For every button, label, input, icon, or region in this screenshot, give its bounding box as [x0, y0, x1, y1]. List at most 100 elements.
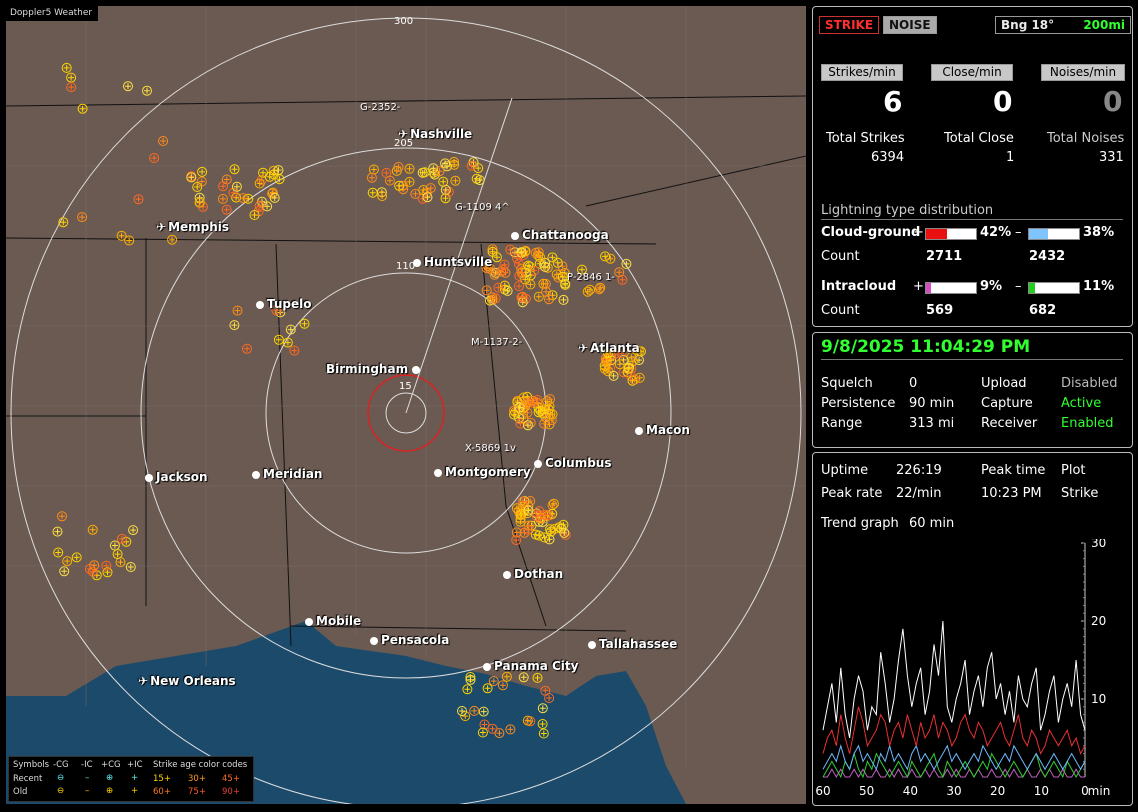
capture-label: Capture	[981, 396, 1033, 411]
strike-marker-cross	[519, 293, 526, 300]
strike-marker	[479, 719, 490, 730]
strike-marker	[419, 167, 430, 178]
strike-marker	[469, 705, 480, 716]
cg-positive-sign: +	[913, 225, 924, 240]
strike-marker-cross	[63, 64, 70, 71]
strike-marker	[499, 284, 510, 295]
strike-marker	[366, 172, 377, 183]
close-per-min-button[interactable]: Close/min	[931, 64, 1013, 81]
strike-marker	[229, 320, 240, 331]
strike-marker-cross	[543, 288, 550, 295]
city-panama-city: Panama City	[483, 659, 578, 673]
strike-marker-cross	[587, 286, 593, 293]
state-borders	[6, 95, 806, 647]
city-nashville: ✈ Nashville	[398, 127, 473, 141]
strikes-per-min-button[interactable]: Strikes/min	[821, 64, 903, 81]
age-15: 15+	[153, 774, 171, 784]
strike-marker	[541, 286, 552, 297]
strike-marker	[621, 258, 632, 269]
ic-negative-count: 682	[1029, 303, 1057, 318]
strike-marker-cross	[160, 138, 167, 144]
ic-positive-bar	[925, 282, 977, 294]
strike-marker	[482, 261, 493, 272]
strike-marker-cross	[275, 336, 282, 343]
lightning-map[interactable]: Doppler5 Weather 300 205 110 15 ✈ Nashvil…	[6, 6, 806, 804]
strike-marker	[547, 508, 558, 519]
strike-marker	[531, 397, 542, 408]
storm-tag[interactable]: P-2846 1-	[567, 272, 616, 283]
storm-tag[interactable]: G-2352-	[360, 102, 401, 113]
strike-marker	[515, 418, 526, 429]
strike-marker-cross	[369, 189, 376, 196]
strike-marker	[273, 334, 284, 345]
strike-marker	[595, 282, 606, 293]
city-chattanooga: Chattanooga	[511, 228, 609, 242]
strike-marker-cross	[471, 707, 478, 714]
strike-marker	[89, 560, 100, 571]
strike-marker	[142, 85, 152, 96]
strike-marker	[218, 181, 229, 192]
y-tick-label: 10	[1091, 692, 1106, 706]
noise-mode-button[interactable]: NOISE	[883, 16, 937, 34]
strike-marker-cross	[542, 687, 549, 694]
strike-marker-cross	[406, 165, 413, 172]
x-tick-label: 30	[946, 784, 961, 798]
plot-value[interactable]: Strike	[1061, 486, 1099, 501]
strike-marker-cross	[451, 161, 458, 168]
strike-marker	[629, 374, 640, 385]
city-columbus: Columbus	[534, 456, 612, 470]
strike-marker	[519, 527, 530, 538]
strike-marker	[539, 418, 550, 429]
strike-marker-cross	[513, 505, 520, 512]
capture-value: Active	[1061, 396, 1102, 411]
strike-marker	[538, 728, 549, 739]
bearing-value: Bng 18°	[1001, 18, 1055, 32]
strike-marker-cross	[542, 263, 549, 270]
strike-marker-cross	[618, 350, 625, 357]
strike-marker-cross	[541, 420, 548, 427]
total-close-value: 1	[1006, 150, 1015, 165]
storm-tag[interactable]: M-1137-2-	[471, 337, 523, 348]
strike-marker	[434, 166, 445, 177]
strike-marker	[440, 193, 451, 204]
strike-marker	[66, 82, 77, 93]
noises-per-min-value: 0	[1103, 85, 1123, 118]
legend-recent-label: Recent	[13, 774, 43, 784]
strike-marker-cross	[130, 527, 137, 534]
trend-graph-value[interactable]: 60 min	[909, 516, 955, 531]
strike-marker-cross	[550, 500, 557, 507]
strike-marker	[478, 706, 489, 717]
storm-tag[interactable]: G-1109 4^	[455, 202, 510, 213]
strike-marker-cross	[220, 183, 227, 190]
strike-marker-cross	[619, 276, 626, 283]
noises-per-min-button[interactable]: Noises/min	[1041, 64, 1125, 81]
strike-marker-cross	[602, 253, 609, 260]
city-dot-icon	[534, 460, 542, 468]
strike-mode-button[interactable]: STRIKE	[819, 16, 880, 34]
bearing-range-display[interactable]: Bng 18° 200mi	[995, 16, 1131, 34]
strike-marker	[123, 81, 133, 92]
strike-marker	[493, 282, 504, 293]
strike-marker	[522, 407, 533, 418]
strike-marker-cross	[626, 364, 633, 371]
strike-marker-cross	[527, 281, 534, 288]
strike-marker	[502, 285, 513, 296]
strike-marker	[539, 532, 550, 543]
strike-marker	[269, 192, 280, 203]
city-new-orleans: ✈ New Orleans	[138, 674, 236, 688]
app-title: Doppler5 Weather	[6, 6, 99, 21]
strike-marker	[58, 217, 69, 228]
strike-marker-cross	[546, 296, 552, 303]
strike-marker-cross	[540, 280, 547, 287]
airport-icon: ✈	[578, 341, 589, 355]
strike-marker-cross	[194, 184, 201, 190]
strike-marker-cross	[103, 562, 110, 569]
peak-rate-label: Peak rate	[821, 486, 883, 501]
strike-marker	[450, 175, 461, 186]
city-dot-icon	[256, 301, 264, 309]
storm-tag[interactable]: X-5869 1v	[465, 443, 516, 454]
strike-marker-cross	[430, 165, 437, 172]
age-45: 45+	[222, 774, 240, 784]
city-mobile: Mobile	[305, 614, 361, 628]
strike-marker-cross	[601, 365, 608, 372]
